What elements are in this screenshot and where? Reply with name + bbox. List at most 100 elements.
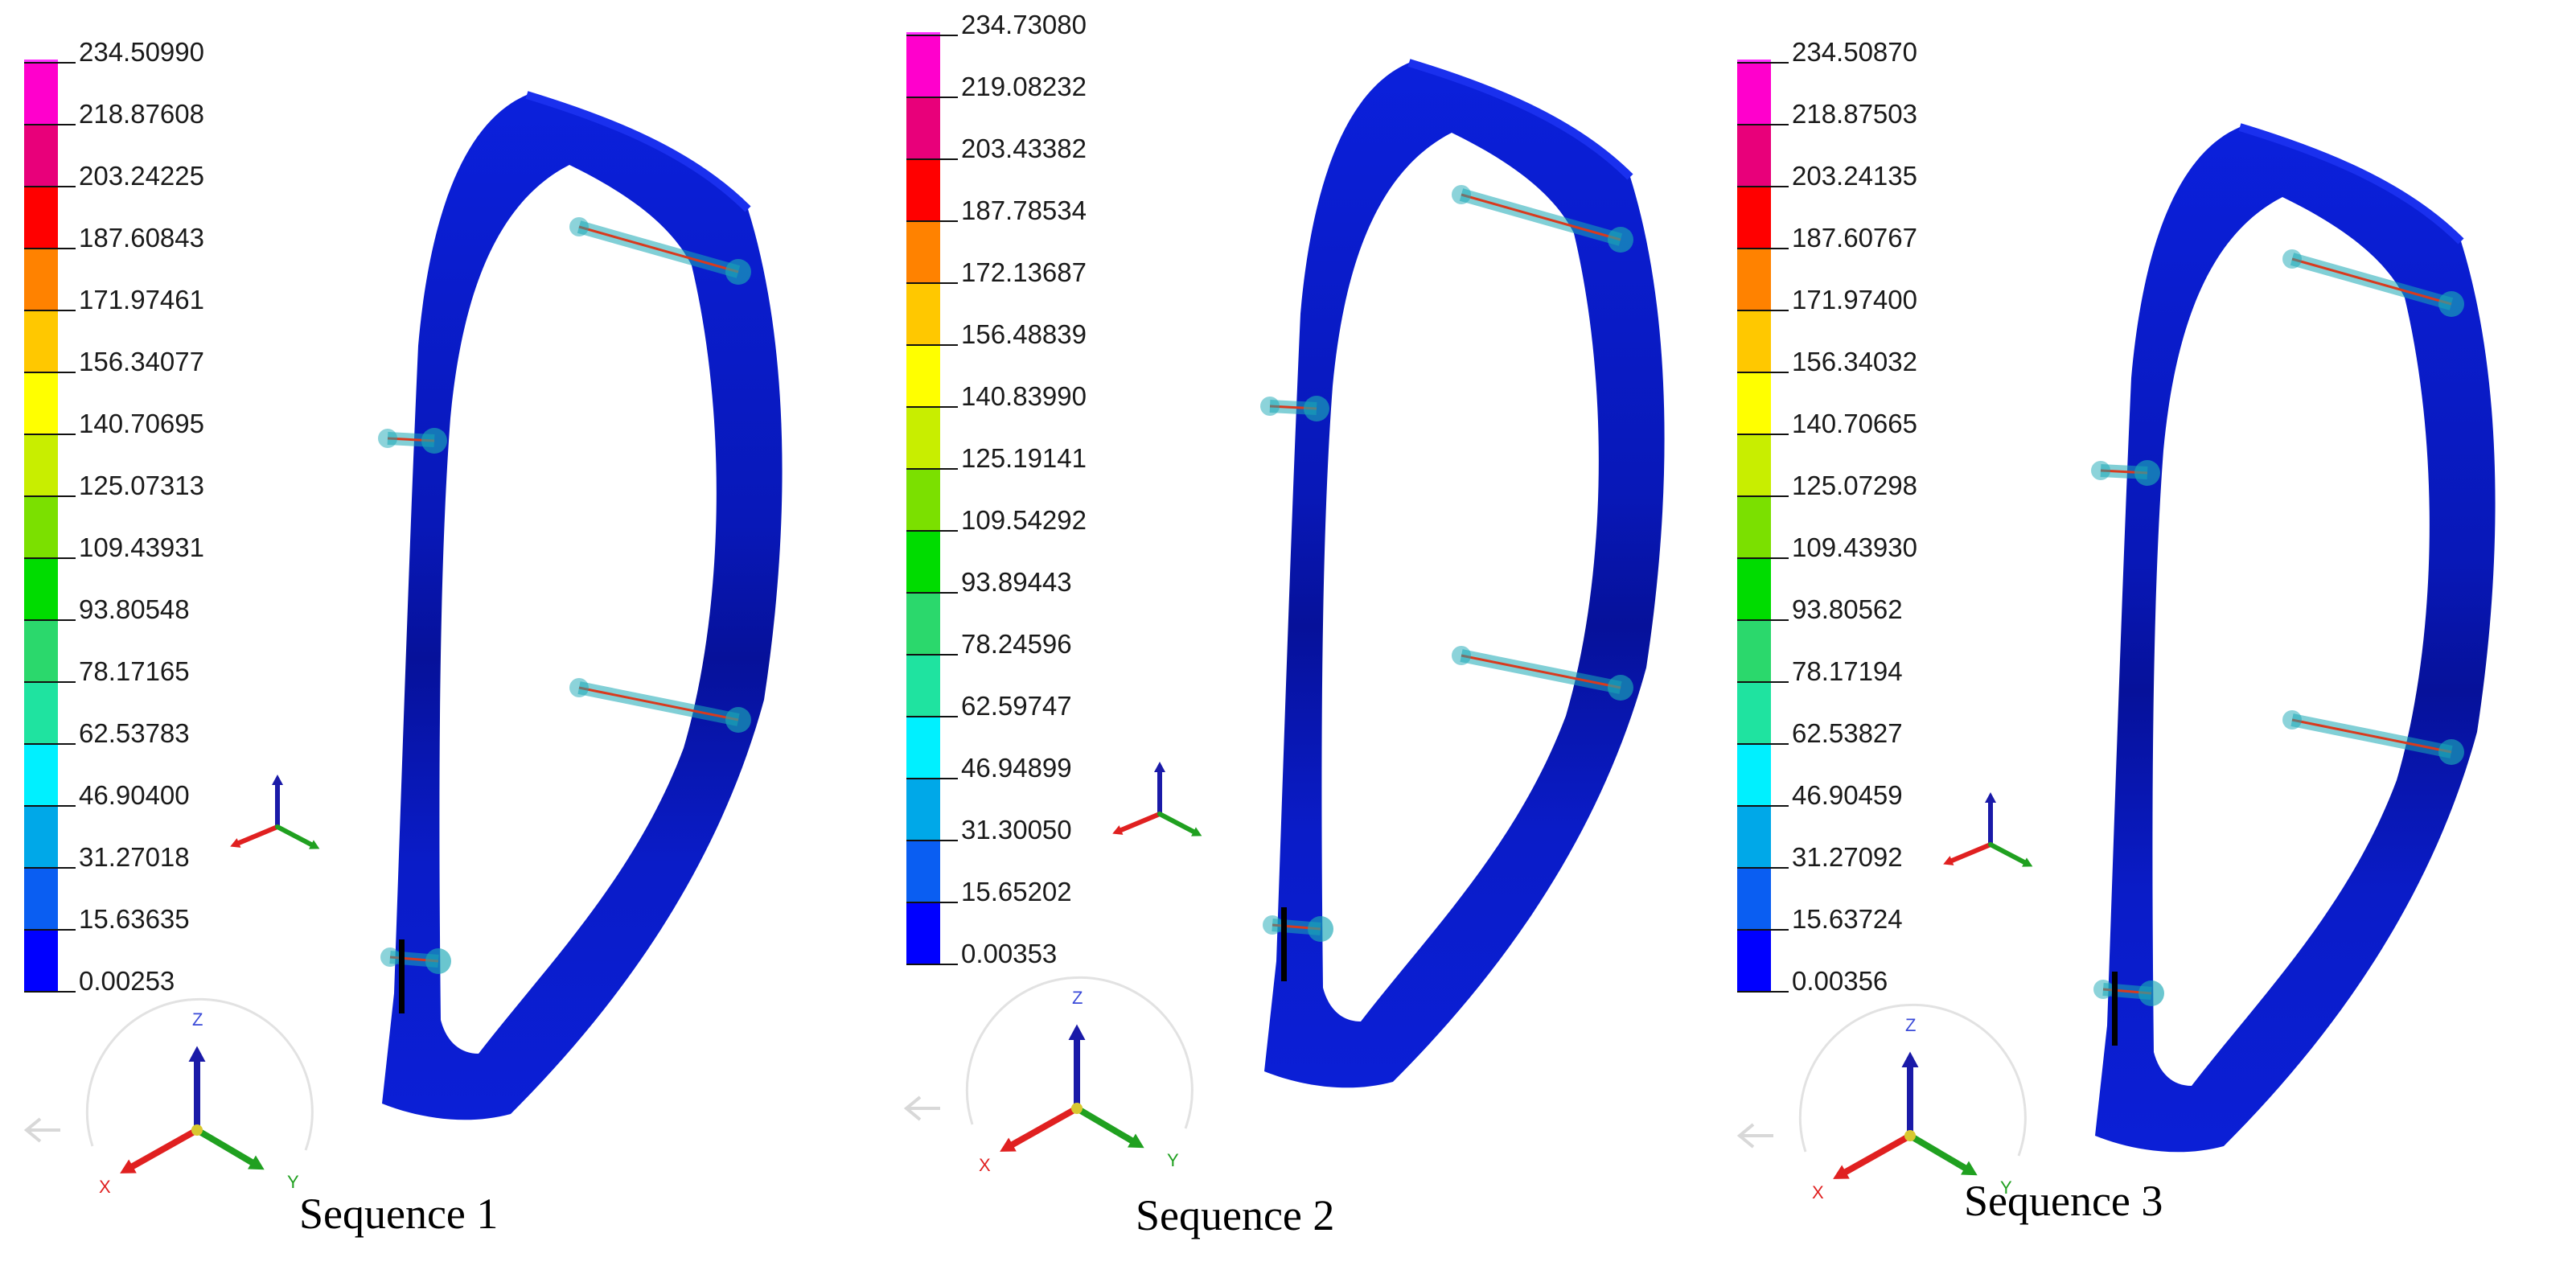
legend-band — [24, 249, 58, 310]
weld-seam — [1452, 646, 1633, 701]
legend-value: 15.63724 — [1792, 904, 1903, 934]
legend-value: 171.97400 — [1792, 285, 1917, 314]
y-axis-letter: Y — [287, 1172, 299, 1192]
weld-seam — [569, 678, 751, 733]
legend-value: 234.50870 — [1792, 37, 1917, 67]
z-axis-arrow — [1154, 762, 1165, 816]
legend-value: 93.80562 — [1792, 594, 1903, 624]
z-axis-letter: Z — [1905, 1015, 1916, 1035]
x-axis-letter: X — [1812, 1182, 1824, 1202]
legend-band — [24, 434, 58, 496]
z-axis-arrow — [1901, 1051, 1919, 1139]
legend-value: 172.13687 — [961, 257, 1087, 287]
x-axis-arrow — [1943, 842, 1993, 865]
z-axis-arrow — [1985, 792, 1996, 847]
x-axis-arrow — [1833, 1132, 1913, 1179]
z-axis-arrow — [188, 1046, 206, 1133]
legend-band — [906, 531, 940, 593]
legend-value: 234.50990 — [79, 37, 204, 67]
legend-band — [1737, 806, 1771, 868]
legend-band — [1737, 249, 1771, 310]
legend-value: 171.97461 — [79, 285, 204, 314]
weld-seam — [2091, 460, 2160, 486]
legend-band — [1737, 372, 1771, 434]
legend-value: 93.89443 — [961, 567, 1072, 597]
legend-value: 140.83990 — [961, 381, 1087, 411]
contour-plot: 234.50870 218.87503 203.24135 187.60767 171.… — [1736, 37, 2496, 1202]
legend-value: 109.43930 — [1792, 532, 1917, 562]
legend-value: 187.60767 — [1792, 223, 1917, 253]
y-axis-arrow — [1074, 1105, 1144, 1149]
legend-band — [1737, 434, 1771, 496]
legend-band — [906, 283, 940, 345]
weld-seam — [1263, 915, 1333, 942]
legend-band — [24, 125, 58, 187]
legend-value: 156.48839 — [961, 319, 1087, 349]
legend-value: 15.63635 — [79, 904, 190, 934]
z-axis-letter: Z — [192, 1009, 203, 1030]
legend-band — [906, 902, 940, 964]
legend-band — [906, 717, 940, 779]
weld-seam — [2282, 249, 2464, 317]
weld-seam — [380, 947, 451, 974]
legend-band — [1737, 63, 1771, 125]
legend-value: 78.24596 — [961, 629, 1072, 659]
small-axis-triad — [1943, 792, 2033, 867]
contour-plot: 234.73080 219.08232 203.43382 187.78534 172.… — [903, 10, 1665, 1175]
y-axis-arrow — [1907, 1132, 1978, 1176]
welded-ring-model — [2091, 123, 2496, 1153]
weld-seam — [1452, 185, 1633, 253]
sequence-caption: Sequence 3 — [1964, 1177, 2163, 1225]
legend-value: 140.70665 — [1792, 409, 1917, 438]
ring-inner-opening — [1321, 133, 1599, 1021]
legend-value: 31.27092 — [1792, 842, 1903, 872]
legend-value: 203.24225 — [79, 161, 204, 191]
contour-legend: 234.50990 218.87608 203.24225 187.60843 171.… — [24, 37, 204, 996]
z-axis-arrow — [1068, 1024, 1086, 1112]
legend-band — [906, 469, 940, 531]
small-axis-triad — [230, 775, 320, 849]
legend-value: 187.60843 — [79, 223, 204, 253]
legend-band — [906, 655, 940, 717]
sequence-caption: Sequence 2 — [1136, 1191, 1335, 1239]
x-axis-arrow — [1112, 812, 1162, 835]
legend-value: 234.73080 — [961, 10, 1087, 39]
contour-legend: 234.50870 218.87503 203.24135 187.60767 171.… — [1737, 37, 1917, 996]
legend-band — [1737, 187, 1771, 249]
legend-band — [24, 682, 58, 744]
legend-band — [906, 221, 940, 283]
panel-sequence-3: 234.50870 218.87503 203.24135 187.60767 171.… — [1713, 0, 2571, 1266]
ring-inner-opening — [439, 165, 717, 1054]
legend-band — [906, 593, 940, 655]
y-axis-letter: Y — [1167, 1150, 1179, 1170]
legend-band — [24, 620, 58, 682]
legend-value: 218.87503 — [1792, 99, 1917, 129]
legend-band — [24, 310, 58, 372]
legend-band — [1737, 496, 1771, 558]
legend-band — [24, 372, 58, 434]
y-axis-letter: Y — [2000, 1178, 2012, 1198]
legend-band — [24, 496, 58, 558]
view-orientation-triad: Z X Y — [23, 997, 314, 1197]
y-axis-arrow — [275, 824, 320, 849]
legend-band — [24, 868, 58, 930]
clamp-marker — [1281, 907, 1287, 981]
legend-value: 156.34032 — [1792, 347, 1917, 376]
weld-seam — [2093, 980, 2164, 1006]
legend-value: 156.34077 — [79, 347, 204, 376]
legend-value: 31.30050 — [961, 815, 1072, 845]
legend-band — [1737, 744, 1771, 806]
x-axis-arrow — [120, 1127, 200, 1174]
z-axis-letter: Z — [1072, 988, 1083, 1008]
legend-value: 218.87608 — [79, 99, 204, 129]
legend-value: 62.53827 — [1792, 718, 1903, 748]
x-axis-letter: X — [99, 1177, 111, 1197]
x-axis-letter: X — [979, 1155, 991, 1175]
legend-value: 203.43382 — [961, 134, 1087, 163]
legend-value: 187.78534 — [961, 195, 1087, 225]
legend-value: 0.00353 — [961, 939, 1057, 968]
legend-band — [906, 407, 940, 469]
legend-value: 78.17165 — [79, 656, 190, 686]
panel-sequence-1: 234.50990 218.87608 203.24225 187.60843 171.… — [0, 0, 858, 1266]
clamp-marker — [2112, 972, 2118, 1046]
